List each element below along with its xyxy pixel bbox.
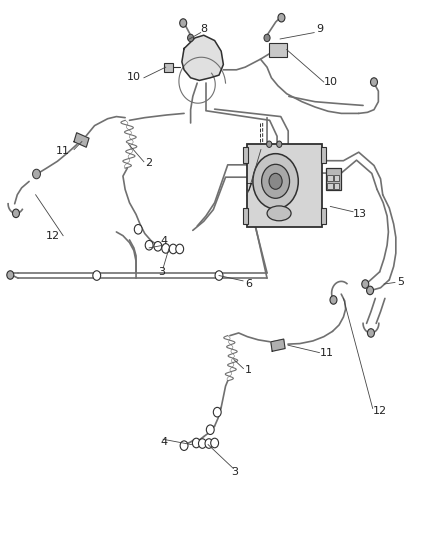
Circle shape <box>371 78 378 86</box>
Circle shape <box>134 224 142 234</box>
Text: 11: 11 <box>320 348 334 358</box>
Polygon shape <box>182 35 223 80</box>
Circle shape <box>93 271 101 280</box>
Ellipse shape <box>267 206 291 221</box>
Text: 7: 7 <box>245 183 252 193</box>
Bar <box>269 43 287 56</box>
Text: 9: 9 <box>316 24 323 34</box>
Bar <box>326 168 341 190</box>
Circle shape <box>267 141 272 148</box>
Text: 12: 12 <box>373 406 387 416</box>
Circle shape <box>211 438 219 448</box>
Bar <box>321 208 326 224</box>
Bar <box>334 175 339 181</box>
Text: 8: 8 <box>200 24 207 34</box>
Text: 11: 11 <box>56 146 70 156</box>
Circle shape <box>330 296 337 304</box>
Text: 3: 3 <box>231 467 238 477</box>
Bar <box>327 175 332 181</box>
Bar <box>164 63 173 72</box>
Circle shape <box>264 34 270 42</box>
Circle shape <box>206 425 214 434</box>
Circle shape <box>362 280 369 288</box>
Polygon shape <box>74 133 89 147</box>
Circle shape <box>192 438 200 448</box>
Circle shape <box>198 439 206 448</box>
Text: 12: 12 <box>46 231 60 241</box>
Circle shape <box>162 244 170 253</box>
Polygon shape <box>271 339 285 351</box>
Bar <box>243 147 248 163</box>
Circle shape <box>269 173 282 189</box>
Circle shape <box>32 169 40 179</box>
Circle shape <box>261 164 290 198</box>
Bar <box>334 183 339 189</box>
Text: 10: 10 <box>127 72 141 82</box>
Circle shape <box>367 329 374 337</box>
Bar <box>327 183 332 189</box>
Bar <box>321 147 326 163</box>
Bar <box>247 144 321 227</box>
Circle shape <box>145 240 153 250</box>
Circle shape <box>12 209 19 217</box>
Text: 6: 6 <box>245 279 252 288</box>
Circle shape <box>277 141 282 148</box>
Circle shape <box>367 286 374 295</box>
Text: 10: 10 <box>324 77 338 87</box>
Circle shape <box>215 271 223 280</box>
Circle shape <box>180 19 187 27</box>
Text: 4: 4 <box>161 437 168 447</box>
Circle shape <box>169 244 177 254</box>
Circle shape <box>205 439 213 448</box>
Circle shape <box>278 13 285 22</box>
Text: 13: 13 <box>353 209 367 220</box>
Circle shape <box>213 407 221 417</box>
Circle shape <box>176 244 184 254</box>
Circle shape <box>187 34 194 42</box>
Circle shape <box>7 271 14 279</box>
Text: 4: 4 <box>161 236 168 246</box>
Circle shape <box>253 154 298 209</box>
Text: 2: 2 <box>145 158 152 168</box>
Circle shape <box>180 441 188 450</box>
Bar <box>243 208 248 224</box>
Text: 5: 5 <box>397 278 404 287</box>
Text: 3: 3 <box>158 267 165 277</box>
Text: 1: 1 <box>245 365 252 375</box>
Circle shape <box>154 241 162 251</box>
